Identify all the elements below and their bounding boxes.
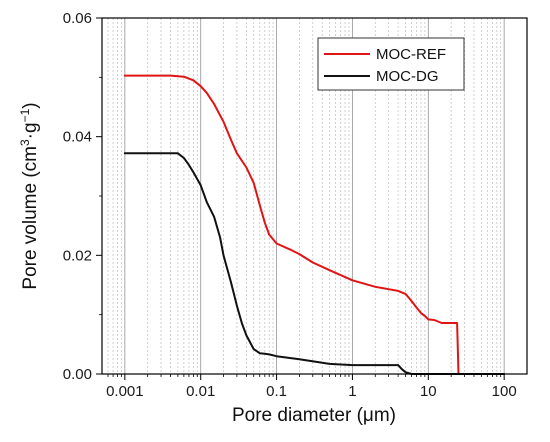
- x-tick-label: 0.001: [106, 383, 144, 400]
- y-tick-label: 0.04: [63, 129, 92, 146]
- y-tick-label: 0.02: [63, 247, 92, 264]
- legend-label-moc-dg: MOC-DG: [376, 68, 439, 85]
- y-axis-title: Pore volume (cm3·g−1): [18, 102, 41, 289]
- x-tick-label: 1: [348, 383, 356, 400]
- x-axis-title: Pore diameter (μm): [232, 405, 396, 426]
- series-line-moc-dg: [123, 152, 506, 375]
- tick-layer: 0.001 0.01 0.1 1 10 100 0.00 0.02 0.04 0.06: [63, 10, 517, 400]
- series-layer: [123, 74, 506, 375]
- y-tick-label: 0.00: [63, 366, 92, 383]
- legend-label-moc-ref: MOC-REF: [376, 46, 446, 63]
- legend: MOC-REF MOC-DG: [317, 37, 465, 91]
- x-tick-label: 0.01: [186, 383, 215, 400]
- x-tick-label: 0.1: [266, 383, 287, 400]
- series-line-moc-ref: [123, 74, 506, 375]
- x-tick-label: 10: [420, 383, 437, 400]
- grid-layer: [107, 18, 505, 374]
- y-tick-label: 0.06: [63, 10, 92, 27]
- x-tick-label: 100: [492, 383, 517, 400]
- legend-box: [317, 37, 465, 91]
